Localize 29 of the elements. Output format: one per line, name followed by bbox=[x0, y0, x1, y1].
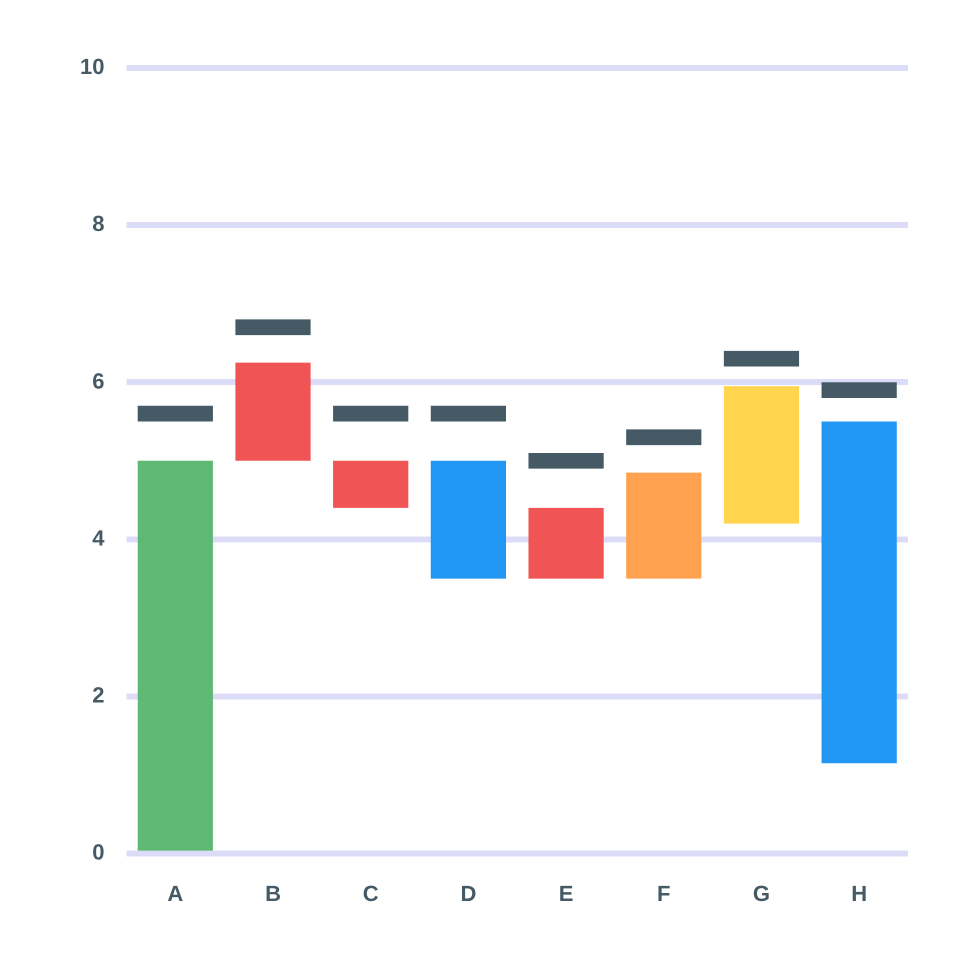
y-tick-label: 2 bbox=[92, 682, 104, 708]
bar bbox=[724, 350, 800, 367]
y-tick-label: 10 bbox=[80, 54, 104, 80]
x-tick-label: C bbox=[362, 880, 379, 906]
x-tick-label: D bbox=[460, 880, 476, 906]
x-tick-label: G bbox=[752, 880, 770, 906]
bar bbox=[528, 452, 604, 469]
bar bbox=[822, 382, 897, 398]
bar bbox=[430, 406, 506, 422]
bar bbox=[626, 472, 702, 579]
bar bbox=[333, 460, 408, 508]
x-tick-label: H bbox=[851, 880, 868, 906]
bar bbox=[235, 362, 311, 461]
y-tick-label: 6 bbox=[92, 368, 104, 394]
x-tick-label: F bbox=[657, 880, 670, 906]
bar bbox=[626, 429, 702, 446]
x-tick-label: B bbox=[265, 880, 281, 906]
bar bbox=[724, 386, 800, 524]
bar bbox=[235, 319, 311, 336]
bar bbox=[138, 406, 213, 422]
bar bbox=[333, 406, 408, 422]
bar bbox=[822, 422, 897, 764]
x-tick-label: E bbox=[558, 880, 574, 906]
y-tick-label: 8 bbox=[92, 211, 104, 236]
y-tick-label: 0 bbox=[92, 840, 104, 865]
bar bbox=[528, 508, 604, 579]
bar bbox=[430, 460, 506, 579]
x-tick-label: A bbox=[167, 880, 184, 906]
y-tick-label: 4 bbox=[92, 525, 106, 550]
